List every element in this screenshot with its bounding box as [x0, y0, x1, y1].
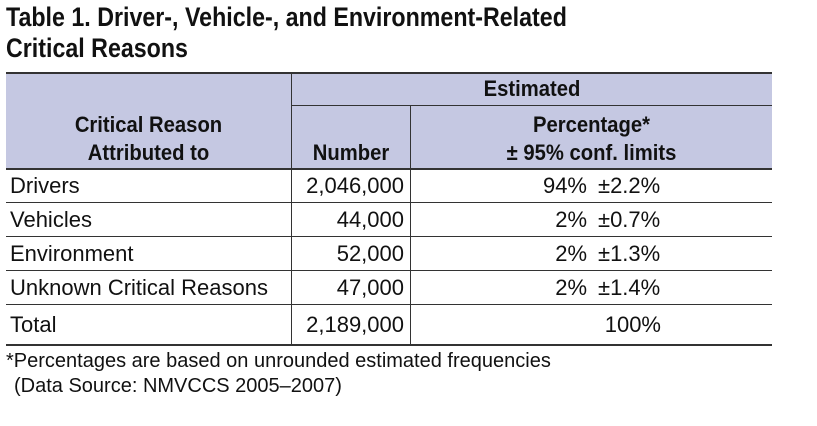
- rule-row-1: [6, 202, 772, 203]
- row-drivers-reason: Drivers: [10, 173, 80, 198]
- critical-reasons-table: Estimated Critical Reason Attributed to …: [6, 72, 772, 346]
- table-title-line-2: Critical Reasons: [6, 33, 188, 63]
- header-critical-reason-line-1: Critical Reason: [74, 112, 223, 137]
- rule-under-estimated: [291, 105, 772, 106]
- row-environment-percentage: 2%: [555, 241, 587, 266]
- rule-row-2: [6, 236, 772, 237]
- row-unknown-percentage: 2%: [555, 275, 587, 300]
- row-total-reason: Total: [10, 312, 57, 337]
- header-number: Number: [312, 140, 390, 165]
- header-percentage-line-1: Percentage*: [532, 112, 651, 137]
- header-critical-reason: Critical Reason Attributed to: [17, 111, 279, 167]
- rule-top: [6, 72, 772, 74]
- header-percentage-line-2: ± 95% conf. limits: [506, 140, 677, 165]
- rule-col-2: [410, 105, 411, 346]
- footnote-source: (Data Source: NMVCCS 2005–2007): [14, 375, 342, 397]
- footnote: *Percentages are based on unrounded esti…: [6, 349, 551, 399]
- row-total-number: 2,189,000: [306, 312, 404, 337]
- header-estimated: Estimated: [483, 76, 581, 101]
- rule-header-bottom: [6, 168, 772, 170]
- row-total-percentage: 100%: [604, 312, 661, 337]
- row-unknown-limit: ±1.4%: [598, 275, 661, 300]
- rule-bottom: [6, 344, 772, 346]
- row-drivers-percentage: 94%: [542, 173, 587, 198]
- row-vehicles-percentage: 2%: [555, 207, 587, 232]
- row-environment-limit: ±1.3%: [598, 241, 661, 266]
- row-environment-number: 52,000: [336, 241, 404, 266]
- header-percentage: Percentage* ± 95% conf. limits: [425, 111, 757, 167]
- row-environment-reason: Environment: [10, 241, 134, 266]
- table-title: Table 1. Driver-, Vehicle-, and Environm…: [6, 2, 694, 64]
- header-critical-reason-line-2: Attributed to: [87, 140, 210, 165]
- rule-col-1: [291, 72, 292, 346]
- footnote-note: *Percentages are based on unrounded esti…: [6, 350, 551, 372]
- row-unknown-reason: Unknown Critical Reasons: [10, 275, 268, 300]
- rule-row-4: [6, 304, 772, 305]
- table-header-background: [6, 72, 772, 169]
- table-title-line-1: Table 1. Driver-, Vehicle-, and Environm…: [6, 2, 567, 32]
- row-unknown-number: 47,000: [336, 275, 404, 300]
- row-drivers-limit: ±2.2%: [598, 173, 661, 198]
- rule-row-3: [6, 270, 772, 271]
- row-vehicles-limit: ±0.7%: [598, 207, 661, 232]
- row-vehicles-number: 44,000: [336, 207, 404, 232]
- row-drivers-number: 2,046,000: [306, 173, 404, 198]
- row-vehicles-reason: Vehicles: [10, 207, 92, 232]
